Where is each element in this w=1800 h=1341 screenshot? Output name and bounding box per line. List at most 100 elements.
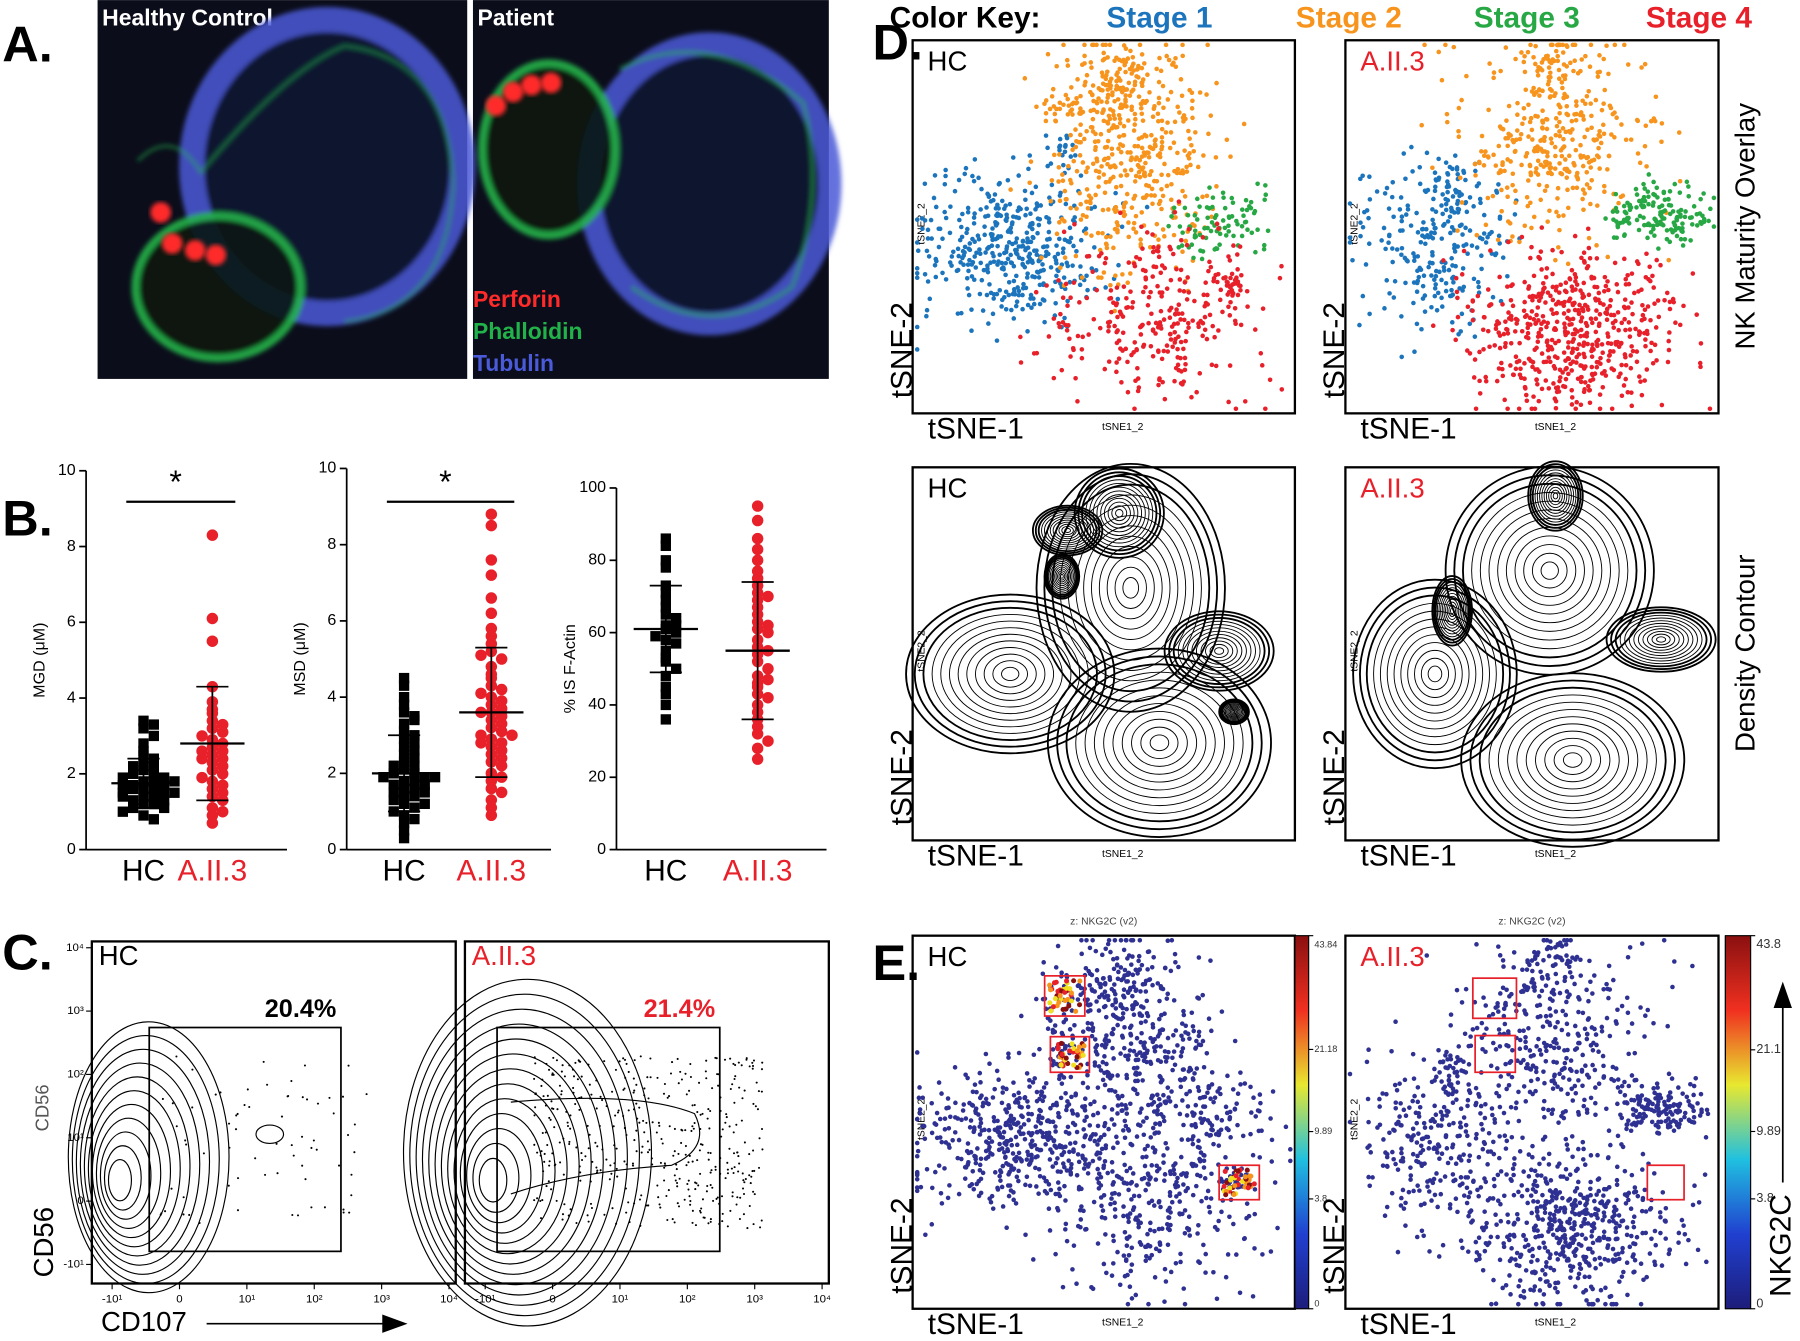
cell-point xyxy=(928,217,934,223)
cell-point xyxy=(1149,132,1154,138)
event-dot xyxy=(632,1108,636,1111)
cell-point xyxy=(1055,1205,1060,1211)
cell-point xyxy=(1094,968,1100,973)
event-dot xyxy=(639,1224,642,1227)
cell-point xyxy=(1259,363,1265,368)
cell-point xyxy=(1194,196,1200,202)
cell-point xyxy=(1229,195,1235,201)
cell-point xyxy=(1442,221,1447,227)
event-dot xyxy=(248,1105,251,1109)
cell-point xyxy=(1676,209,1681,214)
cell-point xyxy=(1098,1068,1104,1073)
cell-point xyxy=(1072,1022,1077,1028)
cell-point xyxy=(1179,1021,1185,1026)
event-dot xyxy=(275,1142,278,1145)
cell-point xyxy=(1096,96,1101,101)
cell-point xyxy=(959,1117,964,1123)
cell-point xyxy=(972,157,978,162)
density-contour xyxy=(1545,483,1566,509)
cell-point xyxy=(1072,221,1077,227)
cell-point xyxy=(1109,309,1114,315)
cell-point xyxy=(1187,1089,1193,1094)
event-dot xyxy=(701,1198,704,1201)
cell-point xyxy=(1086,332,1091,337)
event-dot xyxy=(632,1091,635,1094)
cell-point xyxy=(1014,1174,1020,1180)
event-dot xyxy=(580,1152,583,1155)
cell-point xyxy=(1132,111,1138,117)
cell-point xyxy=(1485,195,1491,201)
density-contour xyxy=(1488,509,1611,632)
data-point xyxy=(419,779,430,790)
cell-point xyxy=(1025,302,1031,308)
cell-point xyxy=(1157,376,1162,381)
event-dot xyxy=(646,1076,649,1079)
density-contour xyxy=(1436,584,1468,638)
cell-point xyxy=(1474,232,1480,238)
cell-point xyxy=(1145,1013,1151,1019)
cell-point xyxy=(1240,1133,1246,1139)
cell-point xyxy=(1538,295,1544,300)
cell-point xyxy=(1170,1055,1175,1061)
cell-point xyxy=(1168,277,1174,283)
cell-point xyxy=(1502,397,1507,403)
cell-point xyxy=(1235,292,1241,298)
cell-point xyxy=(1554,284,1559,290)
cell-point xyxy=(1179,369,1184,374)
cell-point xyxy=(963,165,969,171)
cell-point xyxy=(1545,150,1550,155)
cell-point xyxy=(1249,1110,1254,1115)
cell-point xyxy=(1252,208,1258,214)
cell-point xyxy=(1064,260,1070,266)
event-dot xyxy=(671,1218,674,1221)
cell-point xyxy=(1198,1116,1203,1121)
cell-point xyxy=(975,1146,980,1151)
cell-point xyxy=(997,1133,1002,1138)
density-contour xyxy=(1052,519,1083,542)
cell-point xyxy=(1168,130,1174,135)
x-tick-label: -10¹ xyxy=(102,1294,123,1306)
cell-point xyxy=(1475,279,1481,285)
cell-point xyxy=(1680,221,1685,226)
cell-point xyxy=(1108,1201,1113,1207)
cell-point xyxy=(1048,1018,1053,1023)
cell-point xyxy=(1443,207,1449,213)
cell-point xyxy=(999,1184,1005,1190)
cell-point xyxy=(1001,1150,1007,1155)
cell-point xyxy=(1133,213,1139,219)
event-dot xyxy=(676,1057,679,1060)
cell-point xyxy=(963,1116,969,1121)
cell-point xyxy=(986,193,992,198)
cell-point xyxy=(1074,168,1080,174)
cell-point xyxy=(1358,220,1363,225)
cell-point xyxy=(1383,246,1388,252)
density-contour xyxy=(1553,745,1592,775)
cell-point xyxy=(1532,61,1538,67)
cell-point xyxy=(1228,275,1233,281)
cell-point xyxy=(1021,1122,1027,1127)
cell-point xyxy=(1684,179,1690,185)
cell-point xyxy=(1063,201,1069,207)
cell-point xyxy=(1496,233,1502,239)
cell-point xyxy=(959,310,964,316)
cell-point xyxy=(1439,277,1444,283)
cell-point xyxy=(1578,379,1584,385)
event-dot xyxy=(551,1107,554,1110)
cell-point xyxy=(1523,386,1528,391)
cell-point xyxy=(1136,169,1142,175)
cell-point xyxy=(1168,246,1173,252)
cell-point xyxy=(1107,296,1112,301)
category-label: HC xyxy=(644,854,687,887)
data-point xyxy=(148,730,159,742)
cell-point xyxy=(1386,206,1392,211)
event-dot xyxy=(651,1121,654,1124)
cell-point xyxy=(1701,216,1707,222)
cell-point xyxy=(1347,201,1353,206)
gate xyxy=(148,1026,342,1253)
cell-point xyxy=(1399,314,1404,319)
cell-point xyxy=(1056,179,1061,184)
density-contour xyxy=(1073,467,1165,559)
cell-point xyxy=(924,307,930,313)
cell-point xyxy=(1093,131,1098,137)
cell-point xyxy=(1115,296,1121,302)
